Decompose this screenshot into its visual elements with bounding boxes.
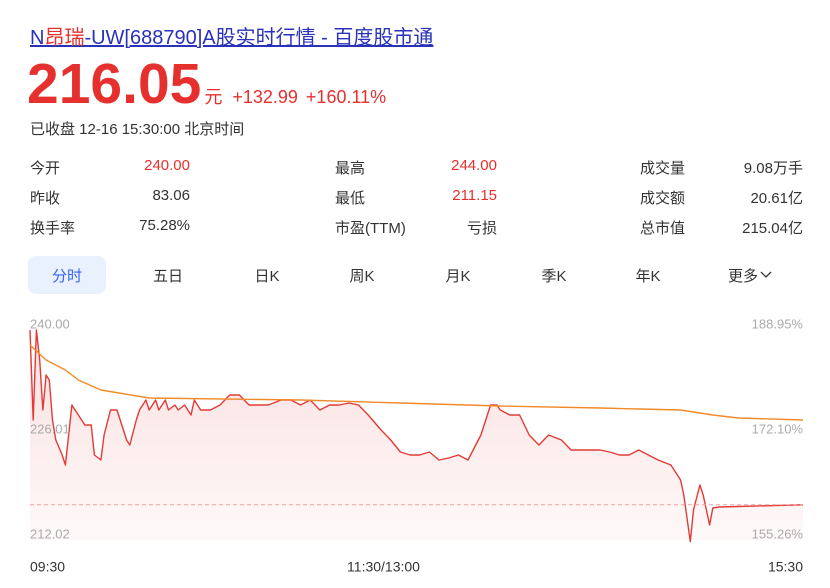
stat-label: 成交量	[640, 160, 686, 177]
page-title[interactable]: N昂瑞-UW[688790]A股实时行情 - 百度股市通	[30, 21, 433, 50]
stat-value: 亏损	[466, 220, 497, 237]
tab-label: 五日	[152, 267, 183, 285]
price: 216.05	[27, 52, 202, 116]
area	[30, 330, 803, 542]
stat-value: 75.28%	[139, 217, 190, 234]
y2-tick-label: 188.95%	[752, 316, 804, 331]
title-highlight: 昂瑞	[44, 27, 85, 49]
tab-label: 分时	[51, 267, 82, 285]
stat-value: 244.00	[451, 157, 497, 174]
stat-label: 换手率	[30, 220, 76, 237]
tab[interactable]: 季K	[515, 256, 593, 294]
stat-value: 215.04亿	[742, 220, 803, 237]
stat-label: 最高	[335, 160, 366, 177]
tab-label: 年K	[635, 267, 661, 285]
tab-label: 日K	[254, 267, 280, 285]
tab[interactable]: 分时	[28, 256, 106, 294]
stat-value: 9.08万手	[743, 160, 803, 177]
y-tick-label: 226.01	[30, 421, 70, 436]
stat-value: 20.61亿	[750, 190, 803, 207]
price-change-pct: +160.11%	[305, 87, 387, 107]
tab[interactable]: 年K	[609, 256, 687, 294]
stat-label: 成交额	[640, 190, 686, 207]
tab[interactable]: 周K	[323, 256, 401, 294]
x-tick-label: 11:30/13:00	[347, 559, 420, 575]
tab-label: 月K	[445, 267, 471, 285]
price-row: 216.05 元 +132.99 +160.11%	[27, 56, 386, 113]
stat-value: 240.00	[144, 157, 190, 174]
price-line	[29, 329, 804, 543]
stat-label: 今开	[30, 160, 61, 177]
tab-label: 周K	[349, 267, 375, 285]
x-tick-label: 09:30	[30, 559, 65, 575]
tab-label: 季K	[541, 267, 567, 285]
tab-label: 更多	[727, 267, 758, 285]
stat-label: 昨收	[30, 190, 61, 207]
title-text: N	[30, 27, 45, 49]
chevron	[760, 271, 772, 278]
y-tick-label: 212.02	[30, 526, 70, 541]
y2-tick-label: 155.26%	[752, 526, 804, 541]
y-tick-label: 240.00	[30, 316, 70, 331]
price-change: +132.99	[232, 87, 298, 107]
stat-label: 市盈(TTM)	[335, 220, 406, 237]
price-line	[29, 344, 804, 421]
title-text: -UW[688790]A股实时行情 - 百度股市通	[84, 27, 434, 49]
stat-value: 83.06	[152, 187, 190, 204]
y2-tick-label: 172.10%	[752, 421, 804, 436]
stat-label: 最低	[335, 190, 366, 207]
price-unit: 元	[204, 87, 223, 107]
stat-value: 211.15	[452, 187, 497, 204]
stat-label: 总市值	[640, 220, 686, 237]
tab[interactable]: 更多	[711, 256, 789, 294]
status: 已收盘 12-16 15:30:00 北京时间	[30, 121, 245, 138]
tab[interactable]: 五日	[129, 256, 207, 294]
tab[interactable]: 日K	[228, 256, 306, 294]
x-tick-label: 15:30	[768, 559, 803, 575]
tab[interactable]: 月K	[419, 256, 497, 294]
